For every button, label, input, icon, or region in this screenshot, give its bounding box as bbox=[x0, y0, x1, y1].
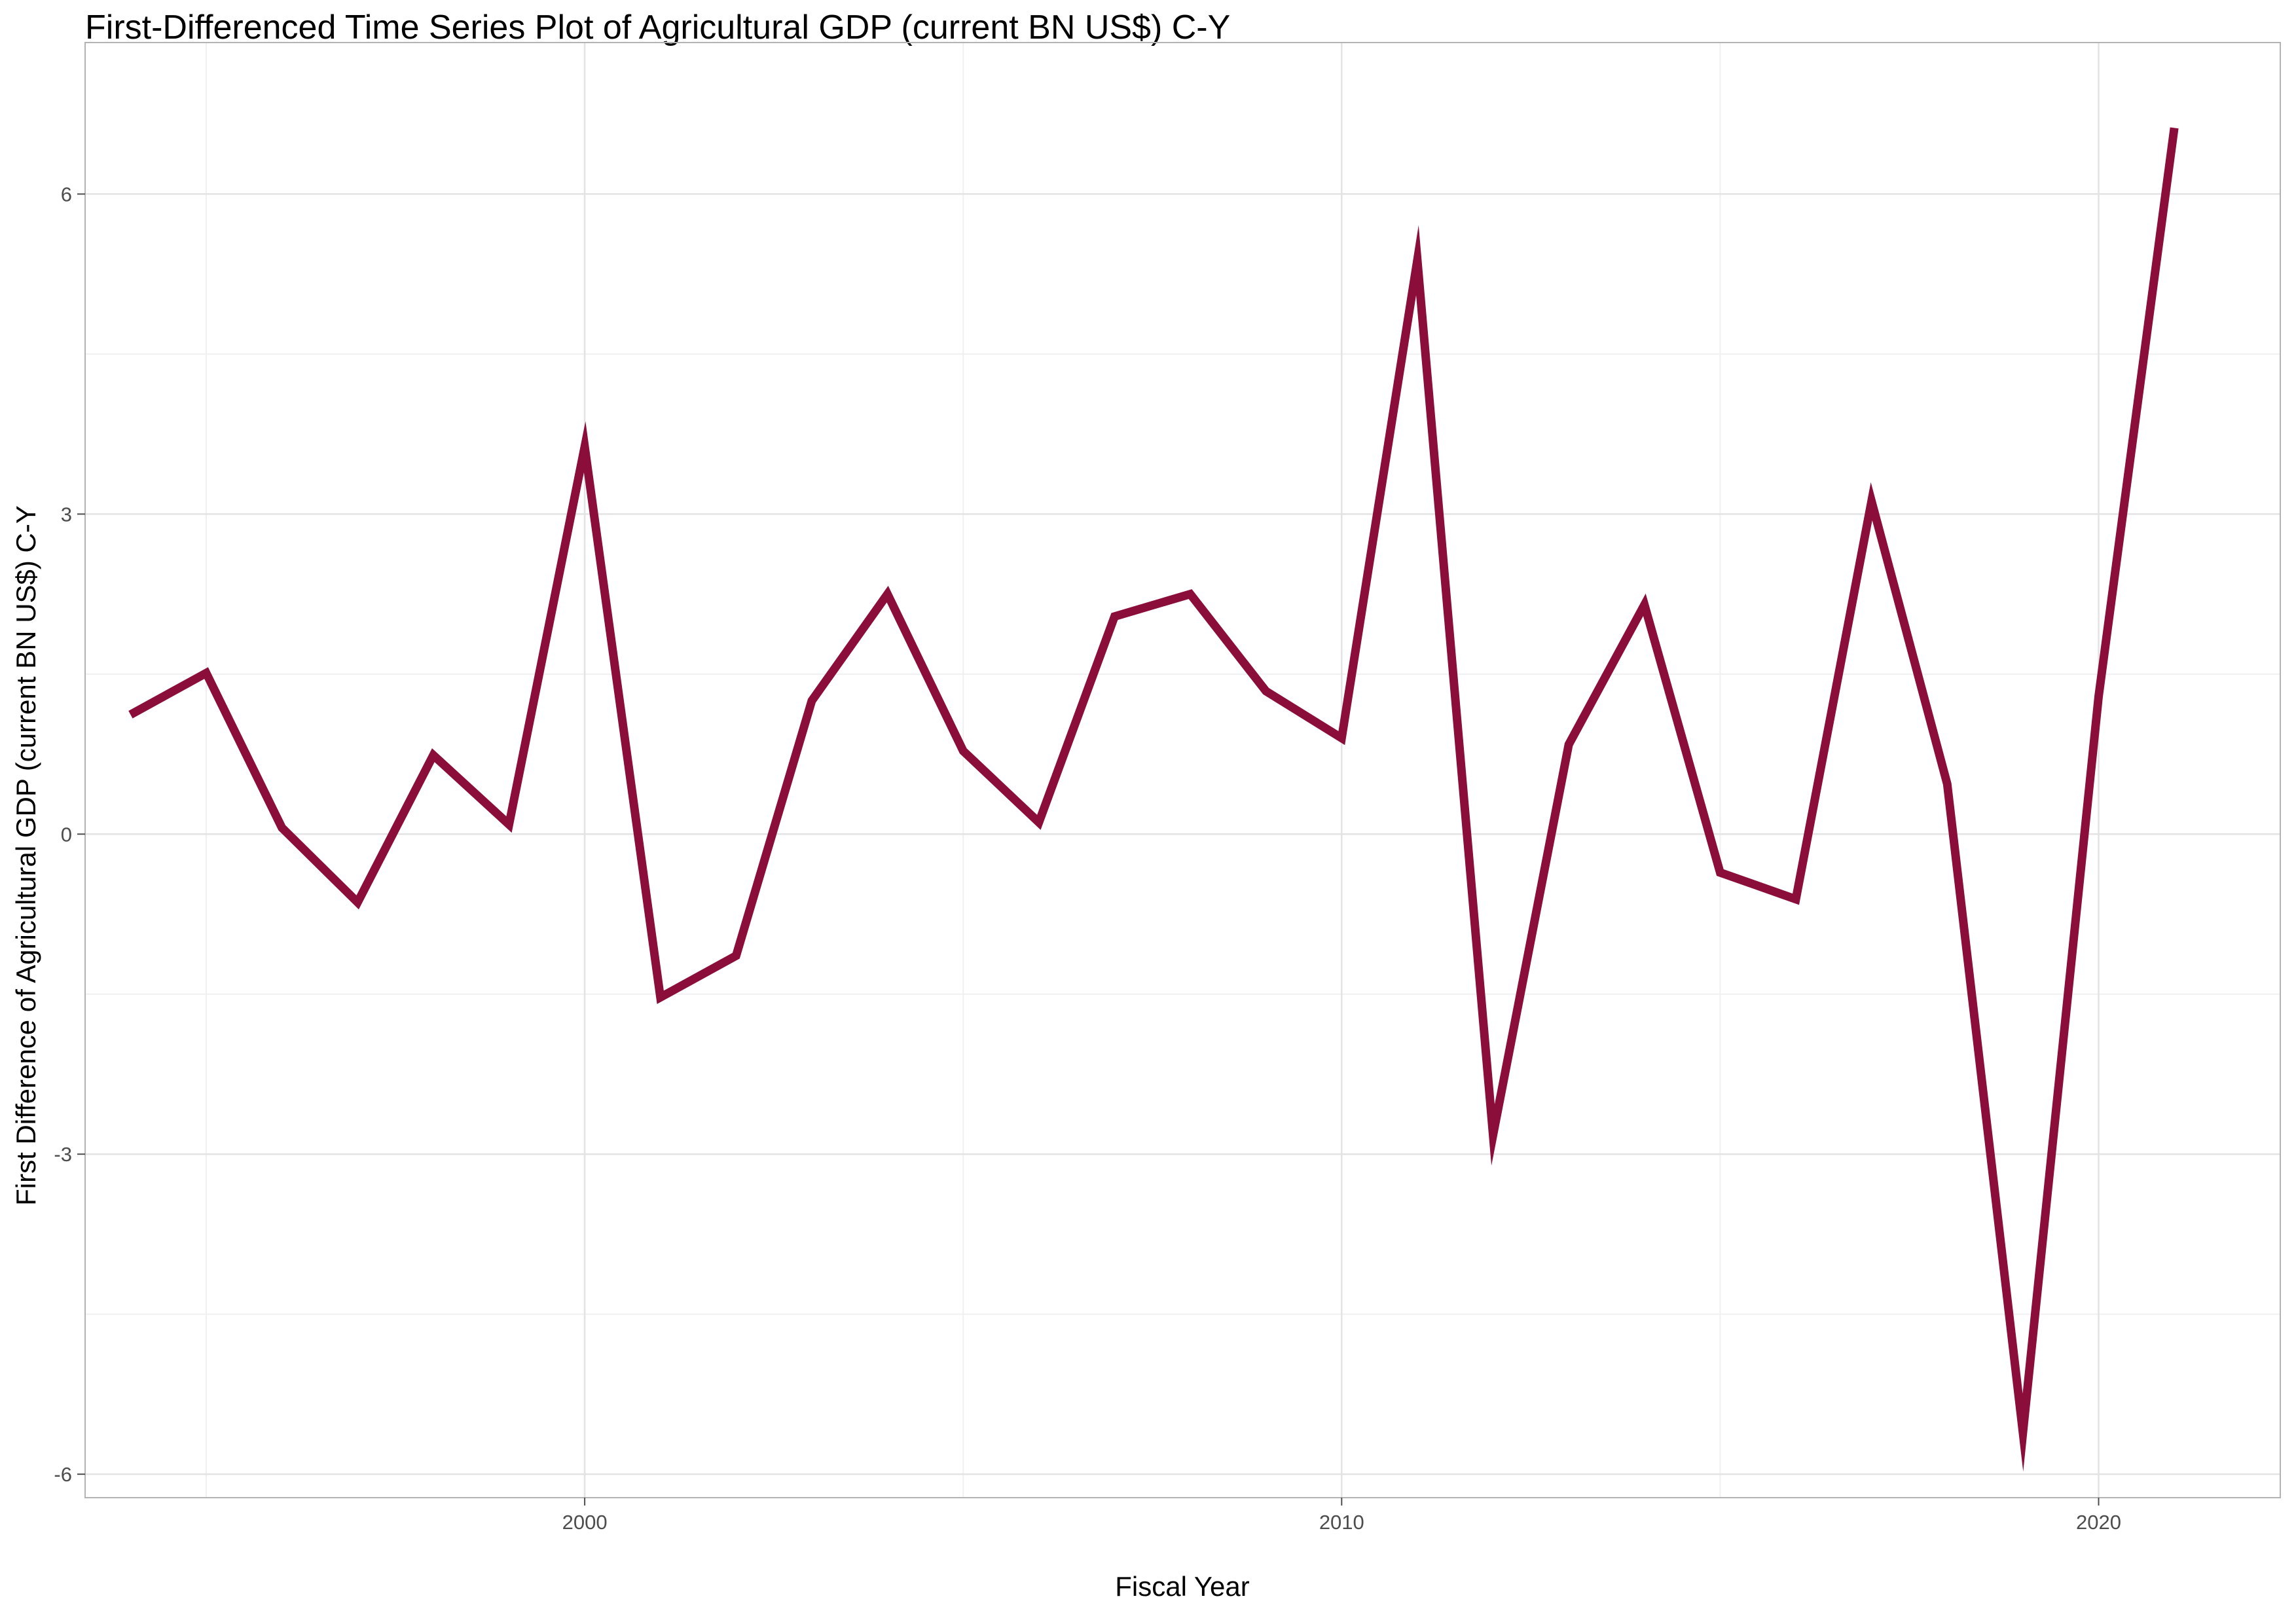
minor-gridlines bbox=[85, 43, 2280, 1498]
series-line bbox=[128, 127, 2179, 1472]
plot-panel-border bbox=[84, 42, 2281, 1498]
y-tick-label: 6 bbox=[61, 183, 72, 206]
x-axis-label: Fiscal Year bbox=[1115, 1571, 1250, 1602]
x-tick-label: 2000 bbox=[562, 1511, 608, 1534]
data-point bbox=[1720, 872, 1721, 873]
data-point bbox=[660, 997, 661, 998]
data-point bbox=[130, 714, 131, 715]
data-point bbox=[811, 700, 812, 701]
data-point bbox=[1114, 616, 1115, 617]
axis-ticks: 2000 2010 2020 -6 -3 0 3 6 bbox=[54, 183, 2121, 1534]
data-point bbox=[1644, 604, 1645, 605]
y-tick-label: 3 bbox=[61, 503, 72, 526]
x-tick-label: 2010 bbox=[1319, 1511, 1364, 1534]
series-group bbox=[128, 127, 2179, 1472]
chart-title: First-Differenced Time Series Plot of Ag… bbox=[85, 9, 1231, 46]
data-point bbox=[2098, 696, 2099, 697]
y-tick-label: 0 bbox=[61, 823, 72, 846]
y-tick-label: -3 bbox=[54, 1143, 72, 1166]
x-tick-label: 2020 bbox=[2076, 1511, 2121, 1534]
data-point bbox=[357, 902, 358, 903]
data-point bbox=[1038, 822, 1039, 823]
major-gridlines bbox=[85, 43, 2280, 1498]
y-tick-label: -6 bbox=[54, 1463, 72, 1486]
data-point bbox=[2022, 1432, 2023, 1433]
